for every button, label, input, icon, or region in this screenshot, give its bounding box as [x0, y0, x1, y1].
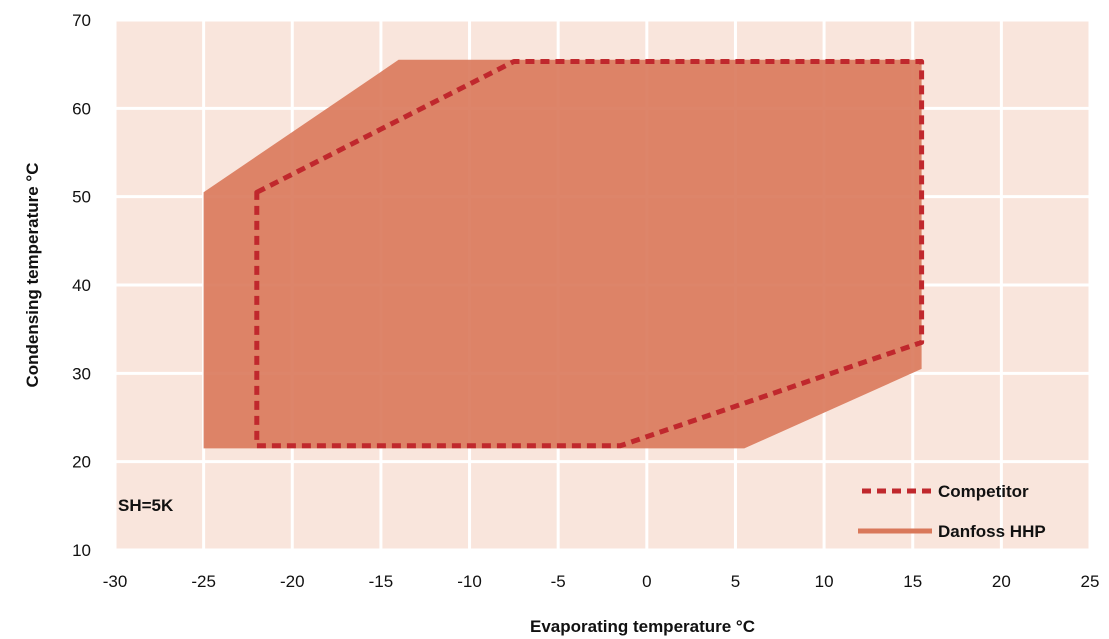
x-tick-label: 20 [992, 572, 1011, 591]
y-tick-label: 60 [72, 99, 91, 118]
x-tick-labels: -30 -25 -20 -15 -10 -5 0 5 10 15 20 25 [103, 572, 1100, 591]
envelope-competitor [254, 59, 925, 449]
x-tick-label: 0 [642, 572, 651, 591]
y-tick-label: 40 [72, 276, 91, 295]
x-tick-label: -10 [457, 572, 482, 591]
annotation-sh: SH=5K [118, 496, 174, 515]
legend-label-competitor: Competitor [938, 482, 1029, 501]
y-tick-label: 30 [72, 364, 91, 383]
x-tick-label: -30 [103, 572, 128, 591]
legend: Competitor Danfoss HHP [858, 482, 1046, 541]
y-tick-label: 50 [72, 188, 91, 207]
x-axis-label: Evaporating temperature °C [530, 617, 755, 636]
y-tick-labels: 10 20 30 40 50 60 70 [72, 11, 91, 560]
x-tick-label: 5 [731, 572, 740, 591]
y-tick-label: 20 [72, 453, 91, 472]
x-tick-label: -25 [191, 572, 216, 591]
envelope-danfoss-hhp [203, 59, 922, 449]
y-tick-label: 70 [72, 11, 91, 30]
y-axis-label: Condensing temperature °C [23, 163, 42, 388]
legend-label-danfoss-hhp: Danfoss HHP [938, 522, 1046, 541]
series-layer [203, 59, 925, 449]
y-tick-label: 10 [72, 541, 91, 560]
x-tick-label: -15 [369, 572, 394, 591]
x-tick-label: -20 [280, 572, 305, 591]
x-tick-label: 25 [1081, 572, 1100, 591]
x-tick-label: -5 [551, 572, 566, 591]
x-tick-label: 10 [815, 572, 834, 591]
x-tick-label: 15 [903, 572, 922, 591]
